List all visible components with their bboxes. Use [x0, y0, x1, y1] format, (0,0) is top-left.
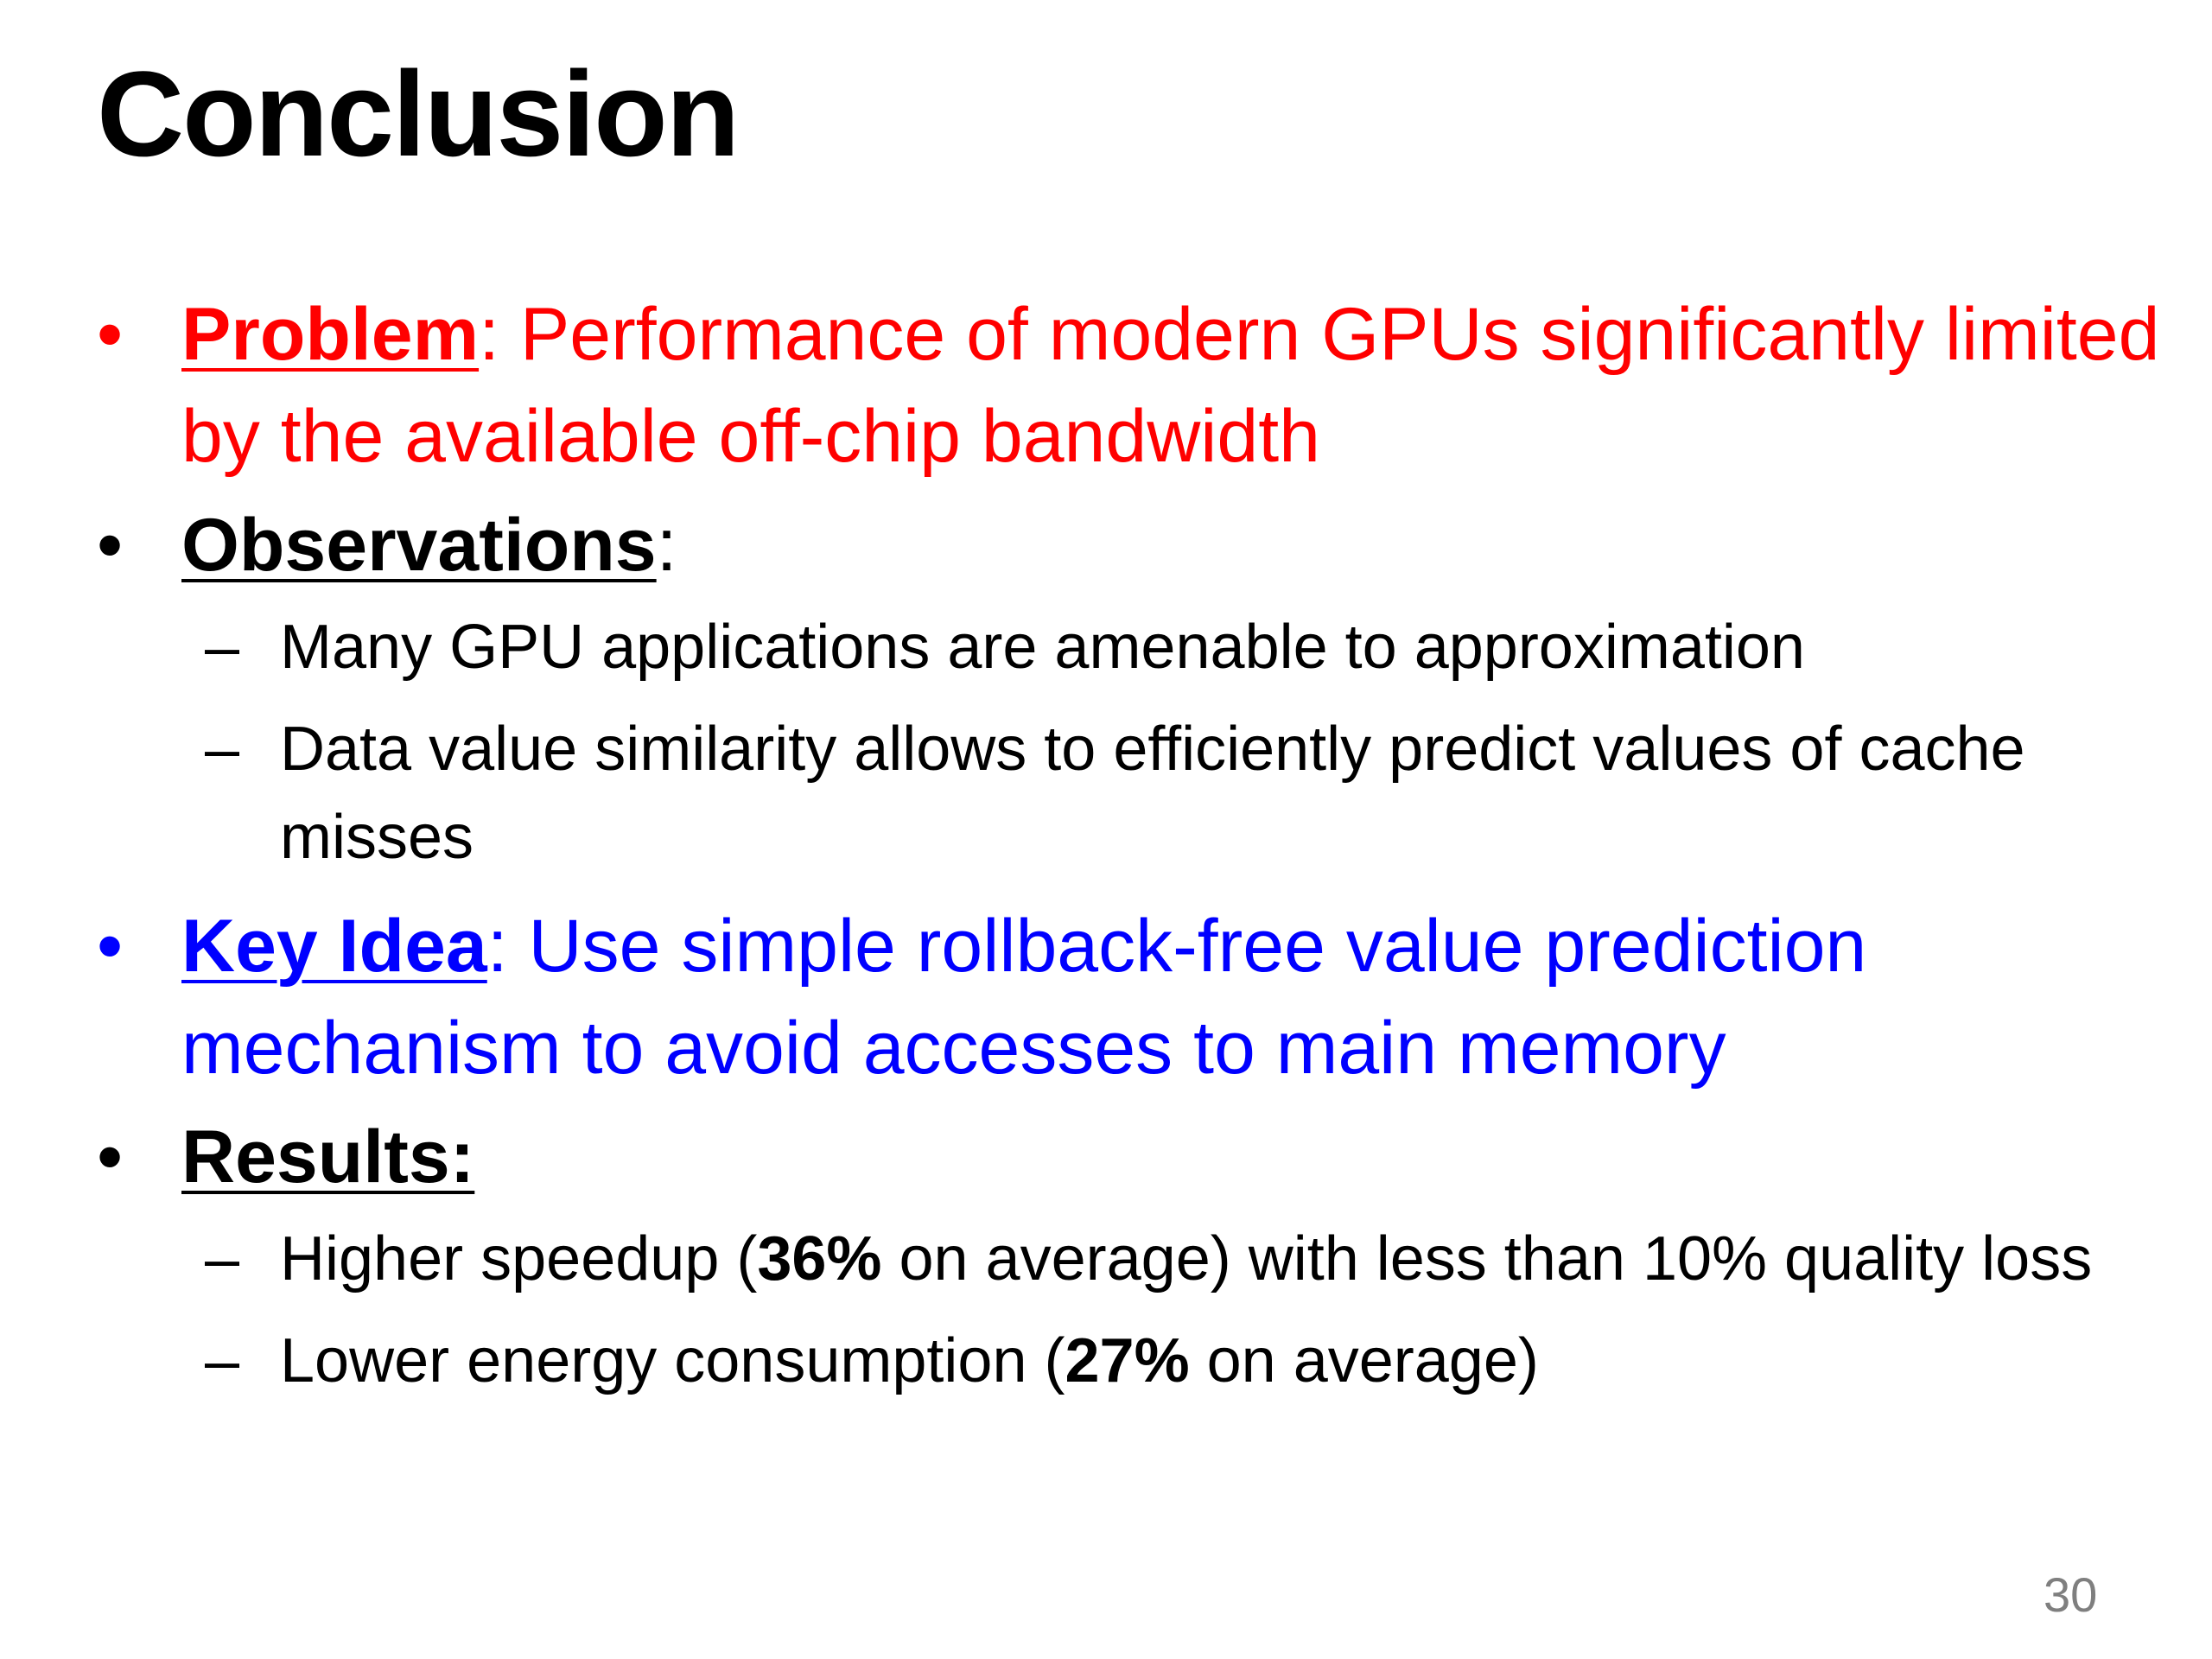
bullet-text: Use simple rollback-free value predictio…: [181, 905, 1867, 1090]
bullet-observations: • Observations:: [97, 494, 2171, 596]
sub-bullet-dash: –: [205, 1326, 240, 1395]
sub-bullet-dash: –: [205, 613, 240, 682]
bullet-dot: •: [97, 1116, 124, 1198]
bullet-heading: Results:: [181, 1116, 475, 1198]
sub-bullet-text-pre: Lower energy consumption (: [280, 1326, 1065, 1395]
bullet-separator: :: [486, 905, 508, 988]
sub-bullet: – Data value similarity allows to effici…: [97, 705, 2171, 881]
sub-bullet-highlight: 36%: [757, 1224, 882, 1294]
sub-bullet-text: Many GPU applications are amenable to ap…: [280, 613, 1805, 682]
bullet-separator: :: [656, 504, 677, 587]
sub-bullet-dash: –: [205, 1224, 240, 1294]
bullet-separator: :: [479, 293, 499, 376]
sub-bullet-dash: –: [205, 715, 240, 784]
sub-bullet-text: Data value similarity allows to efficien…: [280, 715, 2025, 872]
sub-bullet: – Lower energy consumption (27% on avera…: [97, 1317, 2171, 1405]
bullet-dot: •: [97, 905, 124, 988]
sub-bullet-text-post: on average) with less than 10% quality l…: [881, 1224, 2093, 1294]
page-number: 30: [2044, 1567, 2098, 1622]
sub-bullet: – Many GPU applications are amenable to …: [97, 603, 2171, 691]
bullet-text: Performance of modern GPUs significantly…: [181, 293, 2160, 478]
sub-bullet-text-pre: Higher speedup (: [280, 1224, 758, 1294]
bullet-dot: •: [97, 293, 124, 376]
bullet-key-idea: • Key Idea: Use simple rollback-free val…: [97, 895, 2171, 1099]
bullet-dot: •: [97, 504, 124, 587]
bullet-heading: Key Idea: [181, 905, 487, 988]
bullet-list: • Problem: Performance of modern GPUs si…: [97, 283, 2171, 1419]
bullet-results: • Results:: [97, 1106, 2171, 1208]
slide-title: Conclusion: [97, 46, 740, 181]
sub-bullet: – Higher speedup (36% on average) with l…: [97, 1215, 2171, 1303]
bullet-problem: • Problem: Performance of modern GPUs si…: [97, 283, 2171, 487]
bullet-heading: Observations: [181, 504, 657, 587]
bullet-heading: Problem: [181, 293, 480, 376]
sub-bullet-highlight: 27%: [1065, 1326, 1190, 1395]
sub-bullet-text-post: on average): [1189, 1326, 1539, 1395]
